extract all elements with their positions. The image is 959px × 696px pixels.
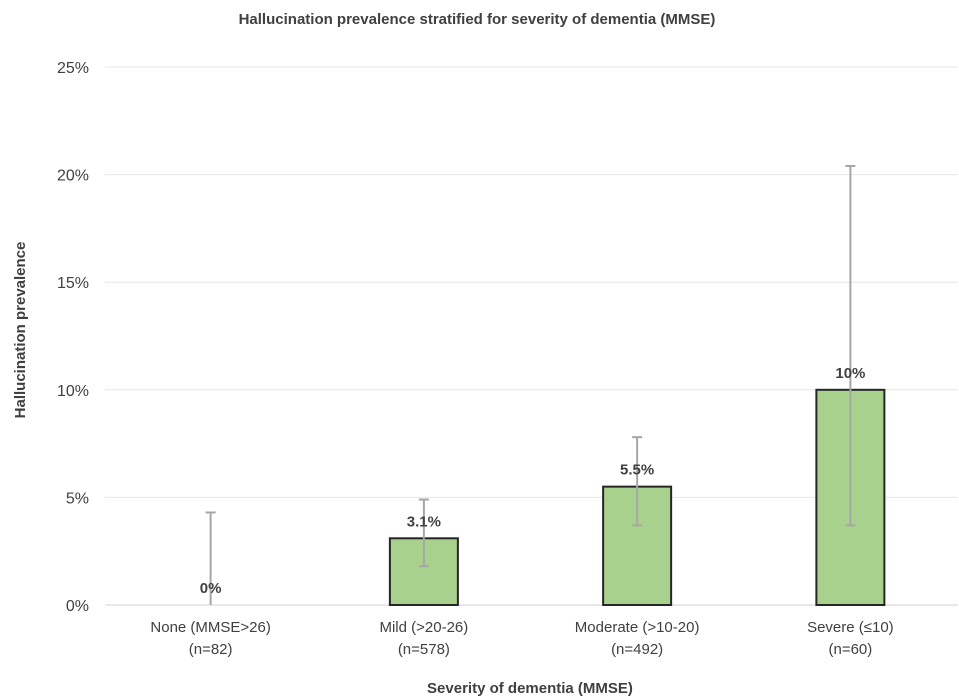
category-label: Severe (≤10) <box>807 619 894 636</box>
error-bar <box>418 498 429 568</box>
y-tick-label: 20% <box>57 168 89 185</box>
data-labels: 0% 3.1% 5.5% 10% <box>200 365 866 597</box>
category-count: (n=82) <box>189 641 233 658</box>
category-label: Mild (>20-26) <box>379 619 468 636</box>
data-label: 0% <box>200 580 222 597</box>
y-tick-label: 5% <box>66 490 89 507</box>
category-label: None (MMSE>26) <box>150 619 270 636</box>
category-count: (n=60) <box>828 641 872 658</box>
data-label: 3.1% <box>407 513 441 530</box>
category-count: (n=578) <box>398 641 450 658</box>
y-tick-label: 15% <box>57 275 89 292</box>
data-label: 10% <box>835 365 865 382</box>
y-tick-label: 25% <box>57 60 89 77</box>
data-label: 5.5% <box>620 462 654 479</box>
error-bar <box>845 164 856 527</box>
error-bars <box>205 164 856 605</box>
category-label: Moderate (>10-20) <box>575 619 700 636</box>
category-count: (n=492) <box>611 641 663 658</box>
y-tick-label: 10% <box>57 383 89 400</box>
error-bar <box>205 511 216 605</box>
y-tick-labels: 0% 5% 10% 15% 20% 25% <box>57 60 89 615</box>
y-tick-label: 0% <box>66 598 89 615</box>
x-axis-title: Severity of dementia (MMSE) <box>427 680 633 696</box>
y-axis-title: Hallucination prevalence <box>12 242 29 419</box>
category-labels: None (MMSE>26) (n=82) Mild (>20-26) (n=578)… <box>150 619 893 658</box>
chart-title: Hallucination prevalence stratified for … <box>239 11 716 28</box>
error-bar <box>632 436 643 527</box>
